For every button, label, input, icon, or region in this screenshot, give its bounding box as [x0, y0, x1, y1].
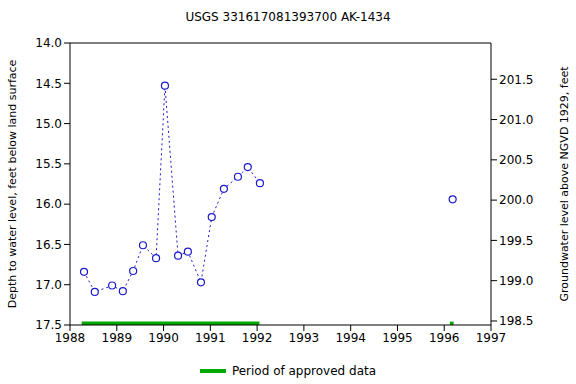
- svg-text:1995: 1995: [382, 331, 413, 345]
- svg-text:1993: 1993: [289, 331, 320, 345]
- svg-text:1992: 1992: [242, 331, 273, 345]
- svg-text:Groundwater level above NGVD 1: Groundwater level above NGVD 1929, feet: [558, 66, 568, 302]
- svg-text:1988: 1988: [55, 331, 86, 345]
- svg-text:201.0: 201.0: [499, 113, 533, 127]
- svg-text:198.5: 198.5: [499, 314, 533, 328]
- svg-text:201.5: 201.5: [499, 73, 533, 87]
- svg-text:15.5: 15.5: [35, 157, 62, 171]
- svg-text:199.0: 199.0: [499, 274, 533, 288]
- svg-text:15.0: 15.0: [35, 117, 62, 131]
- svg-text:1994: 1994: [335, 331, 366, 345]
- svg-text:1990: 1990: [148, 331, 179, 345]
- html-text:USGS 331617081393700 AK-1434: USGS 331617081393700 AK-1434: [185, 10, 391, 24]
- svg-text:17.0: 17.0: [35, 278, 62, 292]
- svg-text:1997: 1997: [476, 331, 507, 345]
- html-text:Period of approved data: Period of approved data: [231, 364, 377, 378]
- svg-text:14.0: 14.0: [35, 36, 62, 50]
- svg-text:1991: 1991: [195, 331, 226, 345]
- svg-text:199.5: 199.5: [499, 234, 533, 248]
- svg-text:200.5: 200.5: [499, 153, 533, 167]
- svg-text:16.0: 16.0: [35, 197, 62, 211]
- svg-text:Depth to water level, feet bel: Depth to water level, feet below land su…: [8, 59, 19, 308]
- svg-text:17.5: 17.5: [35, 318, 62, 332]
- svg-text:14.5: 14.5: [35, 77, 62, 91]
- svg-text:1996: 1996: [429, 331, 460, 345]
- svg-text:1989: 1989: [102, 331, 133, 345]
- svg-text:16.5: 16.5: [35, 238, 62, 252]
- svg-text:200.0: 200.0: [499, 193, 533, 207]
